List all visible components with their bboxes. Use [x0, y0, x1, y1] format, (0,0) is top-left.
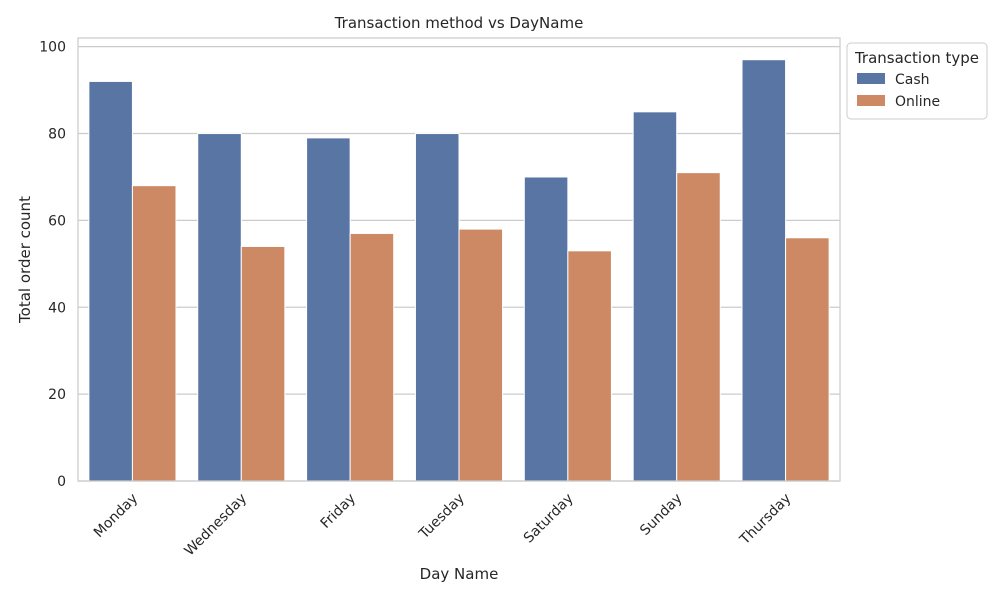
legend-swatch-cash	[857, 73, 885, 84]
bars	[88, 59, 830, 482]
bar-cash-tuesday	[414, 133, 460, 482]
bar-online-monday	[131, 185, 177, 482]
bar-cash-friday	[306, 137, 351, 482]
x-tick-label: Monday	[91, 491, 141, 541]
bar-online-sunday	[676, 172, 721, 482]
legend-label-cash: Cash	[895, 72, 930, 88]
chart-title: Transaction method vs DayName	[334, 14, 584, 32]
x-tick-labels: Monday Wednesday Friday Tuesday Saturday Sund…	[91, 491, 795, 560]
x-tick-label: Wednesday	[181, 491, 250, 560]
legend-title: Transaction type	[854, 49, 979, 67]
y-tick-label: 80	[48, 127, 66, 143]
y-axis-label: Total order count	[16, 196, 34, 324]
legend-items: Cash Online	[857, 72, 940, 110]
bar-cash-monday	[88, 80, 133, 482]
y-tick-label: 40	[48, 300, 66, 316]
legend-swatch-online	[857, 95, 885, 106]
x-axis-label: Day Name	[420, 565, 499, 583]
bar-online-wednesday	[240, 245, 286, 482]
bar-cash-sunday	[632, 111, 678, 482]
bar-online-thursday	[785, 237, 830, 482]
y-tick-labels: 0 20 40 60 80 100	[39, 40, 66, 490]
bar-online-saturday	[567, 250, 612, 482]
legend: Transaction type Cash Online	[846, 42, 988, 120]
y-tick-label: 60	[48, 213, 66, 229]
legend-label-online: Online	[895, 94, 940, 110]
x-tick-label: Saturday	[521, 491, 577, 547]
x-tick-label: Thursday	[736, 491, 794, 549]
y-tick-label: 20	[48, 387, 66, 403]
bar-cash-thursday	[741, 59, 787, 482]
x-tick-label: Friday	[318, 491, 359, 532]
x-tick-label: Sunday	[637, 491, 685, 539]
bar-cash-saturday	[523, 176, 569, 482]
bar-online-tuesday	[458, 228, 504, 482]
plot-frame	[77, 37, 841, 482]
y-tick-label: 100	[39, 40, 66, 56]
y-tick-label: 0	[57, 474, 66, 490]
bar-cash-wednesday	[197, 133, 242, 482]
x-tick-label: Tuesday	[416, 491, 468, 543]
bar-online-friday	[349, 232, 395, 482]
